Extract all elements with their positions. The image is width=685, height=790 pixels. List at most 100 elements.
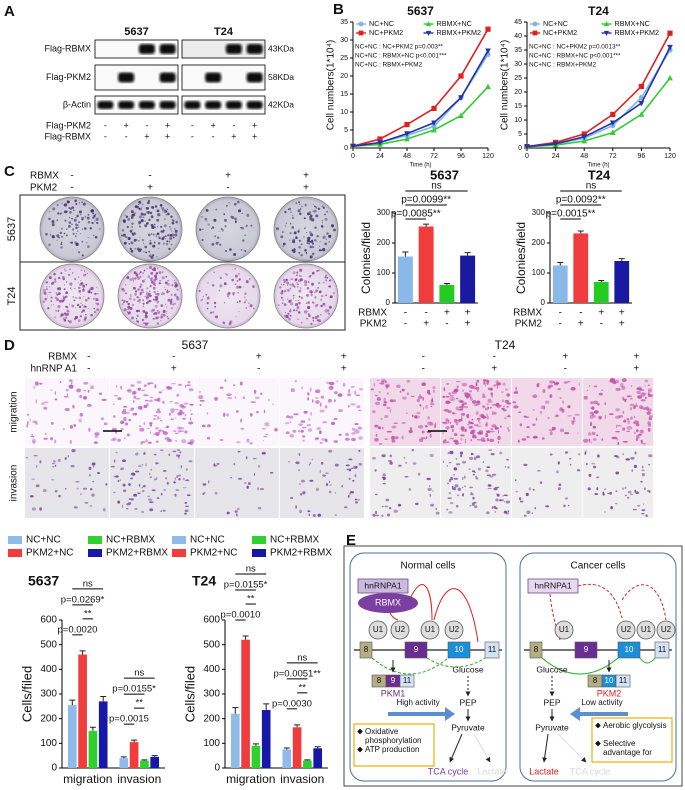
cell (204, 491, 206, 494)
cell (219, 438, 224, 442)
cell (182, 417, 186, 420)
cell (142, 485, 146, 488)
colony (297, 283, 299, 286)
cell (638, 405, 643, 410)
cell (497, 429, 500, 434)
cell (179, 451, 182, 454)
colony (290, 278, 292, 280)
snrnp-label: U1 (559, 625, 570, 634)
cell (618, 415, 624, 418)
activity-arrow (570, 707, 628, 721)
data-point (431, 126, 437, 133)
colony (48, 243, 51, 247)
colony (243, 301, 247, 304)
cell (138, 425, 142, 427)
colony (64, 219, 67, 222)
colony (242, 286, 244, 288)
cell (166, 425, 170, 429)
colony (126, 225, 129, 229)
colony (66, 309, 70, 313)
colony (311, 246, 315, 249)
colony (87, 308, 89, 310)
cell-line-label: 5637 (182, 338, 209, 352)
colony (224, 273, 226, 275)
bar (98, 701, 108, 768)
cell (312, 399, 314, 403)
condition-label: RBMX (48, 352, 77, 363)
cell (93, 441, 98, 444)
cell (588, 440, 591, 443)
colony (165, 214, 167, 216)
colony (288, 318, 291, 321)
colony (157, 290, 159, 293)
cell (310, 411, 312, 416)
data-point (638, 83, 644, 89)
feature-text: ATP production (365, 745, 420, 754)
colony (160, 320, 162, 322)
cell (597, 402, 600, 406)
colony (298, 239, 301, 242)
cell (442, 396, 444, 398)
cell (640, 480, 643, 483)
colony (154, 284, 156, 287)
colony (157, 300, 160, 303)
colony (51, 219, 55, 223)
colony (298, 275, 301, 277)
colony (144, 224, 148, 228)
condition-sign: + (123, 120, 128, 130)
cell (113, 394, 119, 397)
cell (485, 384, 487, 387)
cell (100, 417, 105, 421)
condition-sign: - (404, 308, 407, 319)
cell (160, 510, 162, 512)
cell (160, 420, 163, 422)
colony (166, 240, 169, 243)
colony (78, 289, 82, 293)
cell (623, 419, 627, 423)
colony (136, 296, 139, 299)
colony (234, 274, 238, 278)
significance-label: p=0.0085** (391, 209, 441, 220)
cell (479, 421, 481, 425)
colony (46, 288, 48, 290)
colony (300, 275, 302, 278)
cell (427, 389, 431, 394)
colony (129, 307, 133, 310)
cell (150, 468, 153, 471)
condition-sign: + (598, 308, 604, 319)
cell (430, 405, 433, 408)
colony (142, 272, 144, 274)
cell (141, 510, 145, 514)
colony (283, 283, 285, 286)
x-tick-label: invasion (117, 772, 161, 786)
colony (58, 292, 61, 295)
cell (446, 508, 449, 511)
cell (328, 490, 332, 494)
cell (591, 462, 596, 465)
cell (157, 397, 161, 402)
colony (328, 241, 331, 243)
data-point (485, 26, 491, 32)
cell (130, 407, 135, 410)
colony (72, 272, 74, 274)
colony (143, 269, 146, 272)
colony (306, 232, 308, 234)
colony (49, 211, 51, 213)
cell (615, 502, 618, 505)
cell (431, 397, 433, 402)
cell (240, 427, 245, 430)
colony (136, 314, 139, 318)
colony (82, 288, 85, 291)
x-tick-label: 48 (580, 153, 588, 160)
cell (571, 421, 575, 425)
blot-band (118, 101, 135, 109)
colony (320, 249, 323, 252)
cell (505, 500, 510, 504)
cell (302, 439, 305, 442)
cell (455, 458, 458, 460)
cell (557, 388, 561, 391)
cell (429, 403, 435, 406)
colony (297, 209, 301, 213)
colony (172, 303, 175, 306)
colony (77, 282, 79, 284)
